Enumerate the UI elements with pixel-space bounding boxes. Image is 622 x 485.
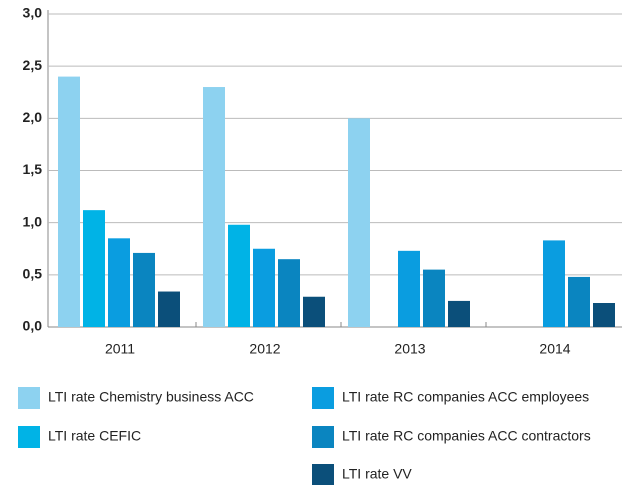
x-tick-label: 2011 — [105, 341, 135, 357]
bar — [203, 87, 225, 328]
bar — [568, 276, 590, 327]
y-tick-label: 1,0 — [23, 213, 43, 229]
bar — [228, 224, 250, 327]
y-tick-label: 0,5 — [23, 266, 43, 282]
legend-label: LTI rate VV — [342, 466, 412, 482]
bar — [348, 118, 370, 327]
bar — [158, 291, 180, 327]
bar — [423, 269, 445, 327]
bar — [133, 252, 155, 327]
y-tick-label: 3,0 — [23, 5, 43, 21]
y-tick-label: 0,0 — [23, 318, 43, 334]
legend-swatch — [312, 426, 334, 448]
bar — [593, 303, 615, 327]
y-tick-label: 2,5 — [23, 57, 43, 73]
bar — [83, 210, 105, 327]
y-tick-label: 1,5 — [23, 161, 43, 177]
x-tick-label: 2013 — [394, 341, 425, 357]
legend-label: LTI rate CEFIC — [48, 428, 141, 444]
legend-swatch — [18, 426, 40, 448]
bar — [253, 248, 275, 327]
x-tick-label: 2014 — [539, 341, 570, 357]
legend-swatch — [312, 464, 334, 485]
bar — [58, 76, 80, 327]
y-tick-label: 2,0 — [23, 109, 43, 125]
bar — [278, 259, 300, 327]
legend-swatch — [312, 387, 334, 409]
bar — [398, 250, 420, 327]
bar — [303, 296, 325, 327]
legend-swatch — [18, 387, 40, 409]
x-tick-label: 2012 — [249, 341, 280, 357]
legend-label: LTI rate Chemistry business ACC — [48, 389, 254, 405]
legend-label: LTI rate RC companies ACC employees — [342, 389, 589, 405]
bar — [448, 300, 470, 327]
bar — [108, 238, 130, 327]
legend-label: LTI rate RC companies ACC contractors — [342, 428, 591, 444]
bar — [543, 240, 565, 327]
